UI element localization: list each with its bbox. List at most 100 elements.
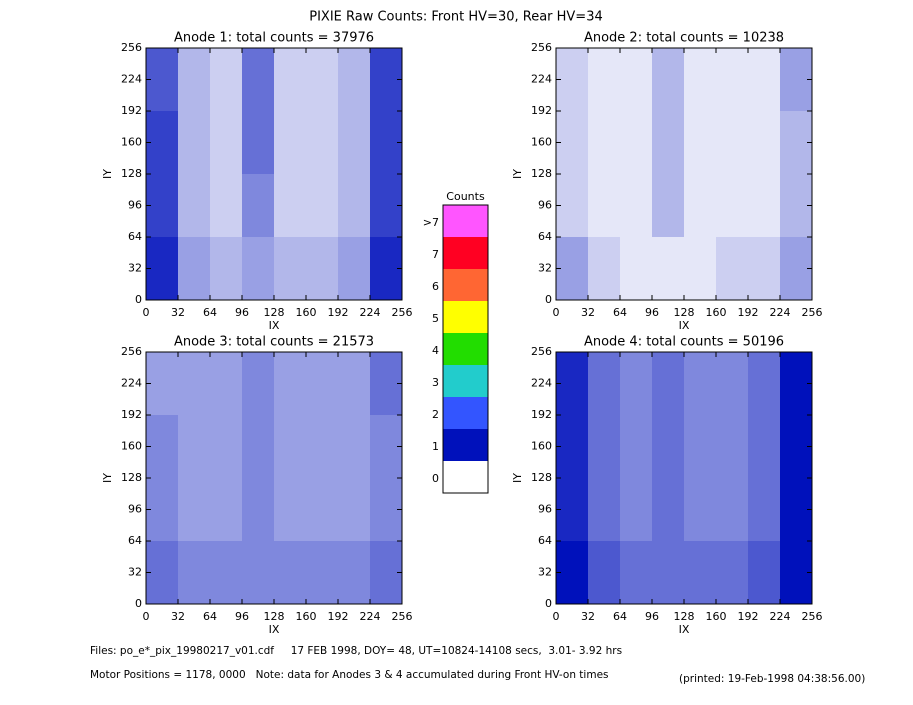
x-tick-label: 96 xyxy=(235,306,249,319)
colorbar-label: >7 xyxy=(423,216,439,229)
y-tick-label: 224 xyxy=(121,377,142,390)
heat-cell xyxy=(210,174,242,237)
y-tick-label: 0 xyxy=(545,293,552,306)
heat-cell xyxy=(684,478,716,541)
x-tick-label: 32 xyxy=(581,610,595,623)
y-tick-label: 160 xyxy=(121,136,142,149)
heat-cell xyxy=(556,111,588,174)
heat-cell xyxy=(620,415,652,478)
heat-cell xyxy=(620,174,652,237)
y-axis-label: IY xyxy=(101,169,114,179)
y-tick-label: 96 xyxy=(128,503,142,516)
x-tick-label: 96 xyxy=(645,306,659,319)
x-tick-label: 224 xyxy=(770,306,791,319)
heat-cell xyxy=(780,415,812,478)
heat-cell xyxy=(684,48,716,111)
x-tick-label: 128 xyxy=(264,610,285,623)
heat-cell xyxy=(146,48,178,111)
heat-cell xyxy=(588,174,620,237)
heat-cell xyxy=(556,174,588,237)
y-tick-label: 64 xyxy=(538,230,552,243)
y-tick-label: 64 xyxy=(128,534,142,547)
heat-cell xyxy=(620,48,652,111)
panel-title: Anode 2: total counts = 10238 xyxy=(584,31,784,46)
heat-cell xyxy=(242,111,274,174)
heat-cell xyxy=(780,174,812,237)
heat-cell xyxy=(338,48,370,111)
y-tick-label: 128 xyxy=(121,167,142,180)
heat-cell xyxy=(652,48,684,111)
y-tick-label: 192 xyxy=(121,408,142,421)
y-axis-label: IY xyxy=(511,169,524,179)
y-tick-label: 128 xyxy=(121,471,142,484)
heat-cell xyxy=(210,237,242,300)
heat-cell xyxy=(684,415,716,478)
x-tick-label: 0 xyxy=(553,610,560,623)
x-tick-label: 64 xyxy=(203,306,217,319)
colorbar-label: 0 xyxy=(432,472,439,485)
x-tick-label: 256 xyxy=(392,306,413,319)
heat-cell xyxy=(652,541,684,604)
x-axis-label: IX xyxy=(269,623,280,636)
colorbar-swatch xyxy=(443,237,488,269)
x-tick-label: 224 xyxy=(360,306,381,319)
heat-cell xyxy=(338,174,370,237)
heat-cell xyxy=(748,478,780,541)
heat-cell xyxy=(210,541,242,604)
heat-cell xyxy=(146,541,178,604)
y-tick-label: 0 xyxy=(135,597,142,610)
x-tick-label: 64 xyxy=(613,306,627,319)
footer-files: Files: po_e*_pix_19980217_v01.cdf 17 FEB… xyxy=(90,645,622,657)
heat-cell xyxy=(620,541,652,604)
heat-cell xyxy=(306,541,338,604)
x-tick-label: 224 xyxy=(360,610,381,623)
heat-cell xyxy=(178,415,210,478)
colorbar-title: Counts xyxy=(446,190,485,203)
heat-cell xyxy=(274,478,306,541)
heat-cell xyxy=(556,352,588,415)
x-tick-label: 160 xyxy=(296,610,317,623)
heat-cell xyxy=(338,478,370,541)
x-tick-label: 192 xyxy=(738,306,759,319)
heat-cell xyxy=(178,48,210,111)
heat-cell xyxy=(652,237,684,300)
heat-cell xyxy=(178,478,210,541)
x-tick-label: 224 xyxy=(770,610,791,623)
heat-cell xyxy=(556,237,588,300)
x-tick-label: 192 xyxy=(328,610,349,623)
heat-cell xyxy=(748,48,780,111)
x-tick-label: 96 xyxy=(645,610,659,623)
y-tick-label: 224 xyxy=(121,73,142,86)
heat-cell xyxy=(178,174,210,237)
y-tick-label: 192 xyxy=(531,408,552,421)
heat-cell xyxy=(242,478,274,541)
heat-cell xyxy=(306,478,338,541)
y-tick-label: 32 xyxy=(538,262,552,275)
heat-cell xyxy=(210,48,242,111)
heat-cell xyxy=(306,48,338,111)
x-tick-label: 256 xyxy=(802,610,823,623)
heat-cell xyxy=(684,541,716,604)
y-tick-label: 96 xyxy=(538,503,552,516)
heat-cell xyxy=(210,352,242,415)
colorbar-swatch xyxy=(443,397,488,429)
colorbar-label: 4 xyxy=(432,344,439,357)
panel-title: Anode 1: total counts = 37976 xyxy=(174,31,374,46)
heat-cell xyxy=(556,48,588,111)
heat-cell xyxy=(274,415,306,478)
heat-cell xyxy=(338,415,370,478)
y-tick-label: 0 xyxy=(135,293,142,306)
heat-cell xyxy=(338,352,370,415)
x-tick-label: 128 xyxy=(674,306,695,319)
heat-cell xyxy=(684,174,716,237)
heat-cell xyxy=(242,237,274,300)
colorbar-swatch xyxy=(443,205,488,237)
heat-cell xyxy=(146,174,178,237)
y-axis-label: IY xyxy=(101,473,114,483)
heat-cell xyxy=(210,478,242,541)
heat-cell xyxy=(306,237,338,300)
y-tick-label: 64 xyxy=(128,230,142,243)
heat-cell xyxy=(620,352,652,415)
x-tick-label: 128 xyxy=(674,610,695,623)
